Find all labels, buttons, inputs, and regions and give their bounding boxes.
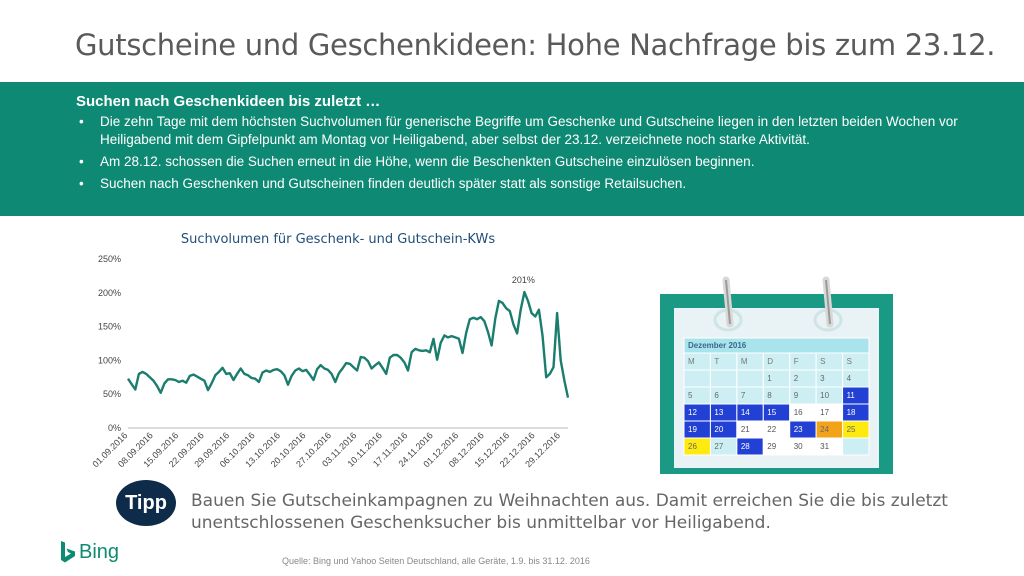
tipp-badge: Tipp: [116, 480, 176, 526]
calendar-ring-left: [713, 276, 743, 332]
calendar-month: Dezember 2016: [688, 341, 747, 350]
calendar-day: 31: [820, 442, 829, 451]
calendar-day: 30: [794, 442, 803, 451]
calendar-day: 26: [688, 442, 697, 451]
calendar-day: 29: [767, 442, 776, 451]
calendar-day: 1: [767, 374, 772, 383]
calendar-day: 4: [847, 374, 852, 383]
calendar-cell-bg: [736, 369, 764, 388]
calendar-day: 10: [820, 391, 829, 400]
calendar-weekday: M: [741, 357, 748, 366]
calendar-day: 21: [741, 425, 750, 434]
calendar-day: 20: [714, 425, 723, 434]
calendar-weekday: D: [767, 357, 773, 366]
page-title: Gutscheine und Geschenkideen: Hohe Nachf…: [75, 28, 996, 62]
bullet-item: Am 28.12. schossen die Suchen erneut in …: [76, 153, 1006, 171]
y-tick-label: 150%: [98, 322, 121, 332]
calendar-cell-bg: [709, 369, 738, 388]
calendar-day: 8: [767, 391, 772, 400]
bullet-item: Die zehn Tage mit dem höchsten Suchvolum…: [76, 113, 1006, 149]
calendar-day: 25: [847, 425, 856, 434]
calendar-day: 2: [794, 374, 799, 383]
calendar-day: 11: [847, 391, 856, 400]
bing-logo: Bing: [60, 540, 119, 564]
calendar-day: 3: [820, 374, 825, 383]
bullet-item: Suchen nach Geschenken und Gutscheinen f…: [76, 175, 1006, 193]
calendar-day: 27: [714, 442, 723, 451]
calendar-day: 14: [741, 408, 750, 417]
tipp-line-2: unentschlossenen Geschenksucher bis unmi…: [191, 513, 771, 533]
tipp-text: Bauen Sie Gutscheinkampagnen zu Weihnach…: [191, 490, 991, 534]
calendar-day: 23: [794, 425, 803, 434]
calendar-cell-bg: [842, 437, 870, 456]
series-line: [127, 290, 570, 398]
chart-title: Suchvolumen für Geschenk- und Gutschein-…: [181, 232, 495, 247]
bing-logo-icon: [61, 541, 75, 563]
calendar-day: 15: [767, 408, 776, 417]
calendar-day: 13: [714, 408, 723, 417]
bullet-list: Die zehn Tage mit dem höchsten Suchvolum…: [76, 113, 1006, 197]
calendar-day: 9: [794, 391, 799, 400]
info-band: Suchen nach Geschenkideen bis zuletzt … …: [0, 82, 1024, 216]
calendar-ring-right: [813, 276, 843, 332]
calendar-cell-bg: [683, 369, 711, 388]
calendar-day: 28: [741, 442, 750, 451]
tipp-line-1: Bauen Sie Gutscheinkampagnen zu Weihnach…: [191, 491, 948, 511]
y-tick-label: 50%: [103, 389, 121, 399]
calendar-day: 24: [820, 425, 829, 434]
calendar-weekday: S: [847, 357, 852, 366]
peak-annotation: 201%: [512, 275, 535, 285]
band-heading: Suchen nach Geschenkideen bis zuletzt …: [76, 93, 381, 110]
calendar-weekday: S: [820, 357, 825, 366]
y-tick-label: 250%: [98, 254, 121, 264]
calendar-weekday: M: [688, 357, 695, 366]
calendar-day: 17: [820, 408, 829, 417]
y-tick-label: 100%: [98, 355, 121, 365]
calendar-day: 19: [688, 425, 697, 434]
calendar-day: 16: [794, 408, 803, 417]
calendar-day: 6: [714, 391, 719, 400]
calendar-day: 7: [741, 391, 746, 400]
bing-logo-text: Bing: [79, 540, 120, 563]
calendar-day: 5: [688, 391, 693, 400]
source-note: Quelle: Bing und Yahoo Seiten Deutschlan…: [282, 556, 590, 566]
calendar-weekday: F: [794, 357, 799, 366]
calendar-day: 18: [847, 408, 856, 417]
y-tick-label: 0%: [108, 423, 121, 433]
search-volume-chart: Suchvolumen für Geschenk- und Gutschein-…: [90, 232, 570, 469]
calendar-day: 22: [767, 425, 776, 434]
calendar-day: 12: [688, 408, 697, 417]
calendar-weekday: T: [714, 357, 719, 366]
y-tick-label: 200%: [98, 288, 121, 298]
